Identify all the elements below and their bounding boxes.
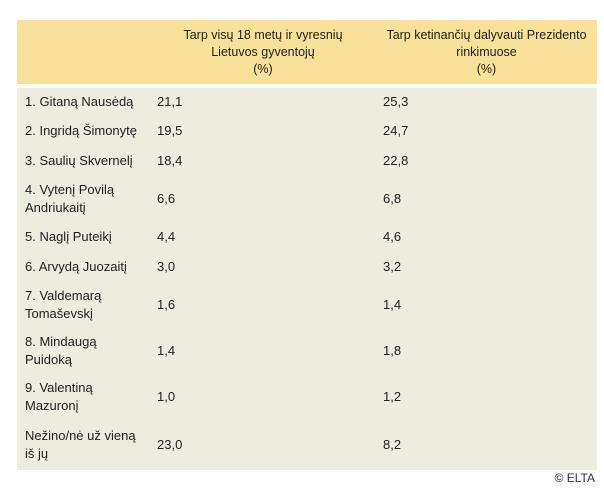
candidate-name-cell: 1. Gitaną Nausėdą (17, 86, 150, 116)
value-cell-intending-voters: 1,4 (376, 282, 597, 328)
value-cell-all-adults: 1,6 (150, 282, 376, 328)
value-cell-all-adults: 18,4 (150, 146, 376, 176)
candidate-name-cell: 9. Valentiną Mazuronį (17, 374, 150, 420)
candidate-name-cell: 2. Ingridą Šimonytę (17, 116, 150, 146)
table-row: 7. Valdemarą Tomaševskį 1,6 1,4 (17, 282, 597, 328)
table-row: 3. Saulių Skvernelį 18,4 22,8 (17, 146, 597, 176)
candidate-name-cell: Nežino/nė už vieną iš jų (17, 420, 150, 470)
col-header-intending-voters: Tarp ketinančių dalyvauti Prezidento rin… (376, 20, 597, 88)
value-cell-intending-voters: 6,8 (376, 176, 597, 222)
col-header-all-adults-line2: Lietuvos gyventojų (211, 44, 315, 59)
table-row: 4. Vytenį Povilą Andriukaitį 6,6 6,8 (17, 176, 597, 222)
value-cell-intending-voters: 4,6 (376, 222, 597, 252)
col-header-intending-voters-line1: Tarp ketinančių dalyvauti Prezidento (386, 27, 587, 42)
table-row: Nežino/nė už vieną iš jų 23,0 8,2 (17, 420, 597, 470)
candidate-name-cell: 4. Vytenį Povilą Andriukaitį (17, 176, 150, 222)
col-header-all-adults: Tarp visų 18 metų ir vyresnių Lietuvos g… (150, 20, 376, 88)
table-row: 9. Valentiną Mazuronį 1,0 1,2 (17, 374, 597, 420)
table-row: 5. Naglį Puteikį 4,4 4,6 (17, 222, 597, 252)
col-header-intending-voters-line3: (%) (476, 61, 497, 76)
value-cell-intending-voters: 1,8 (376, 328, 597, 374)
candidate-name-cell: 8. Mindaugą Puidoką (17, 328, 150, 374)
value-cell-all-adults: 1,4 (150, 328, 376, 374)
col-header-candidate (17, 20, 150, 88)
value-cell-all-adults: 21,1 (150, 86, 376, 116)
header-row: Tarp visų 18 metų ir vyresnių Lietuvos g… (17, 20, 597, 88)
col-header-all-adults-line3: (%) (253, 61, 273, 76)
value-cell-all-adults: 1,0 (150, 374, 376, 420)
credit: © ELTA (554, 471, 595, 485)
value-cell-intending-voters: 1,2 (376, 374, 597, 420)
candidate-name-cell: 3. Saulių Skvernelį (17, 146, 150, 176)
value-cell-all-adults: 23,0 (150, 420, 376, 470)
value-cell-all-adults: 4,4 (150, 222, 376, 252)
table-row: 1. Gitaną Nausėdą 21,1 25,3 (17, 86, 597, 116)
candidate-name-cell: 5. Naglį Puteikį (17, 222, 150, 252)
value-cell-intending-voters: 3,2 (376, 252, 597, 282)
value-cell-intending-voters: 24,7 (376, 116, 597, 146)
value-cell-intending-voters: 22,8 (376, 146, 597, 176)
table-row: 2. Ingridą Šimonytę 19,5 24,7 (17, 116, 597, 146)
candidate-name-cell: 7. Valdemarą Tomaševskį (17, 282, 150, 328)
col-header-all-adults-line1: Tarp visų 18 metų ir vyresnių (183, 27, 343, 42)
table-row: 8. Mindaugą Puidoką 1,4 1,8 (17, 328, 597, 374)
value-cell-all-adults: 6,6 (150, 176, 376, 222)
col-header-intending-voters-line2: rinkimuose (456, 44, 517, 59)
value-cell-all-adults: 19,5 (150, 116, 376, 146)
value-cell-all-adults: 3,0 (150, 252, 376, 282)
candidate-name-cell: 6. Arvydą Juozaitį (17, 252, 150, 282)
poll-table: Tarp visų 18 metų ir vyresnių Lietuvos g… (17, 20, 597, 470)
table-row: 6. Arvydą Juozaitį 3,0 3,2 (17, 252, 597, 282)
value-cell-intending-voters: 8,2 (376, 420, 597, 470)
value-cell-intending-voters: 25,3 (376, 86, 597, 116)
